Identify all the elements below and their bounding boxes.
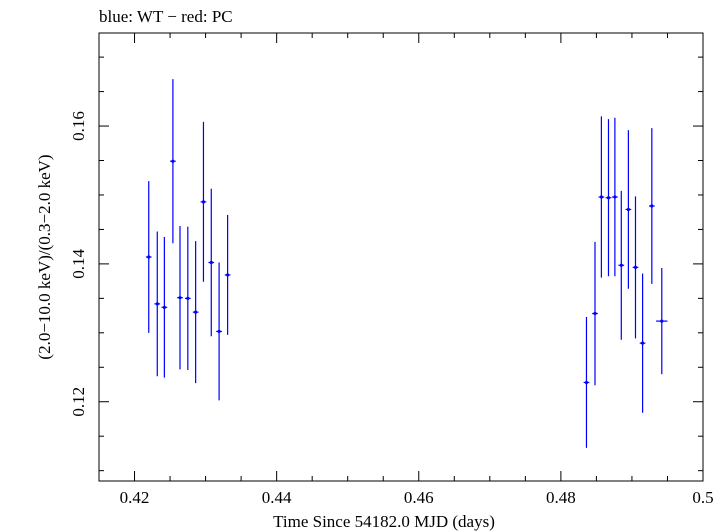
- x-tick-label: 0.42: [120, 488, 150, 507]
- data-point: [145, 181, 152, 333]
- point-marker: [194, 310, 198, 314]
- point-marker: [650, 204, 654, 208]
- y-tick-label: 0.14: [69, 249, 88, 279]
- point-marker: [626, 207, 630, 212]
- point-marker: [217, 329, 221, 334]
- point-marker: [171, 159, 175, 163]
- point-marker: [593, 311, 597, 316]
- x-tick-label: 0.44: [262, 488, 292, 507]
- point-marker: [584, 380, 589, 385]
- data-points: [145, 79, 668, 448]
- point-marker: [201, 200, 206, 204]
- y-axis: 0.12 0.14 0.16: [69, 56, 703, 472]
- y-tick-label: 0.12: [69, 387, 88, 417]
- data-point: [592, 241, 598, 386]
- x-tick-label: 0.48: [546, 488, 576, 507]
- data-point: [170, 79, 176, 244]
- data-point: [605, 119, 612, 277]
- point-marker: [178, 296, 182, 300]
- data-point: [177, 225, 183, 370]
- x-tick-label: 0.5: [692, 488, 713, 507]
- point-marker: [147, 255, 151, 259]
- data-point: [192, 241, 199, 384]
- x-axis: 0.42 0.44 0.46 0.48 0.5: [98, 33, 713, 507]
- x-axis-label: Time Since 54182.0 MJD (days): [273, 512, 495, 531]
- data-point: [598, 116, 605, 278]
- data-point: [632, 196, 639, 339]
- data-point: [583, 316, 590, 448]
- point-marker: [226, 273, 230, 277]
- data-point: [656, 268, 668, 375]
- point-marker: [613, 195, 617, 199]
- x-tick-label: 0.46: [404, 488, 434, 507]
- point-marker: [606, 196, 611, 200]
- data-point: [648, 128, 655, 284]
- y-tick-label: 0.16: [69, 111, 88, 141]
- data-point: [639, 273, 646, 413]
- plot-frame: [98, 32, 704, 482]
- data-point: [208, 188, 215, 337]
- point-marker: [619, 263, 623, 267]
- point-marker: [155, 302, 159, 306]
- data-point: [612, 117, 618, 277]
- point-marker: [641, 341, 645, 345]
- data-point: [216, 262, 222, 401]
- data-point: [184, 226, 191, 371]
- data-point: [200, 121, 207, 282]
- point-marker: [209, 260, 213, 265]
- data-point: [618, 190, 625, 340]
- point-marker: [162, 305, 166, 309]
- data-point: [625, 130, 632, 289]
- point-marker: [186, 296, 190, 300]
- y-axis-label: (2.0−10.0 keV)/(0.3−2.0 keV): [35, 154, 54, 359]
- data-point: [224, 214, 231, 335]
- data-point: [154, 231, 161, 377]
- data-point: [161, 237, 168, 378]
- chart-title: blue: WT − red: PC: [99, 7, 233, 26]
- point-marker: [660, 319, 664, 323]
- point-marker: [599, 195, 603, 199]
- point-marker: [633, 265, 638, 269]
